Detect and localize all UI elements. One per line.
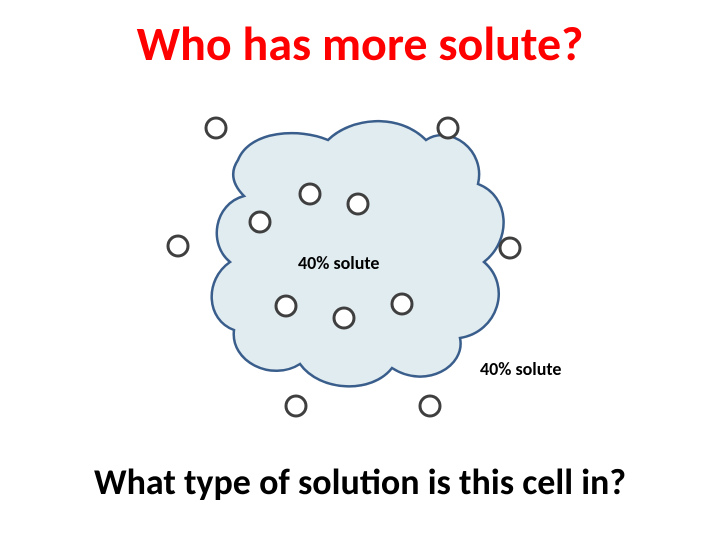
label-outside-solute: 40% solute (480, 358, 561, 380)
slide-question: What type of solution is this cell in? (0, 460, 720, 504)
particle-inside-icon-3 (276, 296, 296, 316)
particle-outside-icon-4 (286, 396, 306, 416)
particle-inside-icon-1 (300, 184, 320, 204)
particle-inside-icon-5 (392, 294, 412, 314)
particle-outside-icon-5 (420, 396, 440, 416)
particle-outside-icon-2 (168, 236, 188, 256)
particle-inside-icon-0 (250, 212, 270, 232)
particle-outside-icon-1 (438, 118, 458, 138)
particle-inside-icon-2 (348, 194, 368, 214)
particle-outside-icon-0 (206, 118, 226, 138)
label-inside-solute: 40% solute (298, 252, 379, 274)
particle-outside-icon-3 (500, 238, 520, 258)
particle-inside-icon-4 (334, 308, 354, 328)
slide-stage: Who has more solute? 40% solute 40% solu… (0, 0, 720, 540)
